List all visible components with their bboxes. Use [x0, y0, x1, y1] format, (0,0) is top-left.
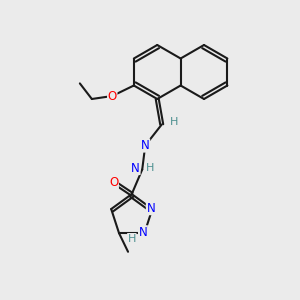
- Text: N: N: [139, 226, 147, 239]
- Text: O: O: [108, 89, 117, 103]
- Text: O: O: [109, 176, 119, 189]
- Text: H: H: [146, 163, 154, 173]
- Text: H: H: [169, 116, 178, 127]
- Text: H: H: [128, 234, 136, 244]
- Text: N: N: [131, 161, 140, 175]
- Text: N: N: [146, 202, 155, 214]
- Text: N: N: [141, 139, 150, 152]
